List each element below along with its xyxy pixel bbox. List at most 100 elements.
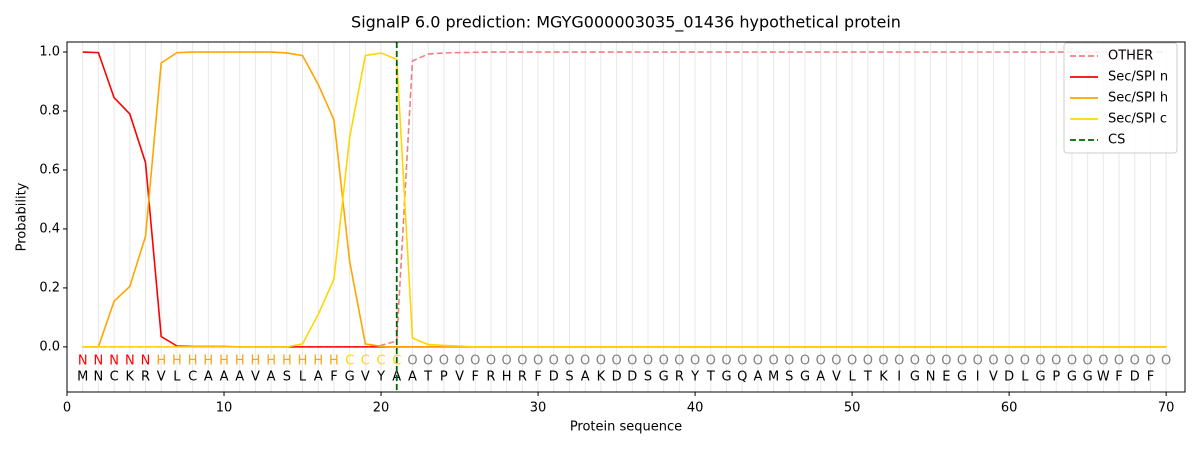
- region-label: O: [768, 354, 778, 369]
- sequence-residue: K: [126, 370, 135, 385]
- region-label: O: [753, 354, 763, 369]
- chart-title: SignalP 6.0 prediction: MGYG000003035_01…: [351, 13, 901, 33]
- region-label: O: [1161, 354, 1171, 369]
- region-label: H: [298, 354, 308, 369]
- sequence-residue: A: [314, 370, 323, 385]
- region-label: H: [219, 354, 229, 369]
- sequence-residue: T: [706, 370, 715, 385]
- region-label: O: [706, 354, 716, 369]
- region-label: C: [377, 354, 386, 369]
- sequence-residue: T: [423, 370, 432, 385]
- y-tick-label: 0.2: [39, 280, 60, 295]
- sequence-residue: L: [848, 370, 856, 385]
- x-tick-label: 70: [1158, 401, 1175, 416]
- region-label: O: [863, 354, 873, 369]
- region-label: O: [533, 354, 543, 369]
- region-label: N: [125, 354, 135, 369]
- x-tick-label: 50: [844, 401, 861, 416]
- sequence-residue: A: [408, 370, 417, 385]
- sequence-residue: A: [753, 370, 762, 385]
- sequence-residue: N: [926, 370, 936, 385]
- sequence-residue: G: [721, 370, 731, 385]
- plot-frame: [66, 41, 1186, 393]
- sequence-residue: G: [1067, 370, 1077, 385]
- sequence-residue: T: [863, 370, 872, 385]
- sequence-residue: A: [204, 370, 213, 385]
- region-label: O: [831, 354, 841, 369]
- sequence-residue: A: [220, 370, 229, 385]
- region-label: O: [659, 354, 669, 369]
- region-label: O: [1051, 354, 1061, 369]
- x-tick-label: 10: [216, 401, 233, 416]
- region-label: O: [1067, 354, 1077, 369]
- region-label: O: [407, 354, 417, 369]
- sequence-residue: S: [644, 370, 652, 385]
- sequence-residue: V: [832, 370, 841, 385]
- x-tick-label: 20: [373, 401, 390, 416]
- sequence-residue: S: [283, 370, 291, 385]
- region-label: O: [470, 354, 480, 369]
- region-label: O: [910, 354, 920, 369]
- region-label: O: [1083, 354, 1093, 369]
- region-label: O: [1145, 354, 1155, 369]
- sequence-residue: K: [597, 370, 606, 385]
- sequence-residue: N: [94, 370, 104, 385]
- region-label: H: [313, 354, 323, 369]
- legend-box: [1063, 42, 1178, 154]
- region-label: O: [847, 354, 857, 369]
- sequence-residue: R: [518, 370, 527, 385]
- region-label: O: [580, 354, 590, 369]
- region-label: O: [878, 354, 888, 369]
- sequence-residue: W: [1097, 370, 1110, 385]
- region-label: O: [1020, 354, 1030, 369]
- legend-label: Sec/SPI c: [1108, 112, 1167, 127]
- sequence-residue: C: [110, 370, 119, 385]
- sequence-residue: V: [361, 370, 370, 385]
- sequence-residue: R: [675, 370, 684, 385]
- region-label: O: [1114, 354, 1124, 369]
- sequence-residue: Y: [690, 370, 699, 385]
- series-line: [82, 52, 1167, 348]
- x-tick-label: 30: [530, 401, 547, 416]
- sequence-residue: S: [785, 370, 793, 385]
- sequence-residue: P: [440, 370, 448, 385]
- sequence-residue: F: [472, 370, 479, 385]
- region-label: O: [549, 354, 559, 369]
- region-label: C: [361, 354, 370, 369]
- region-label: O: [957, 354, 967, 369]
- region-label: O: [988, 354, 998, 369]
- y-tick-label: 0.8: [39, 103, 60, 118]
- region-label: O: [737, 354, 747, 369]
- region-label: O: [486, 354, 496, 369]
- legend-label: Sec/SPI h: [1108, 91, 1168, 106]
- sequence-residue: E: [942, 370, 950, 385]
- region-label: O: [439, 354, 449, 369]
- region-label: O: [674, 354, 684, 369]
- region-label: O: [564, 354, 574, 369]
- region-label: N: [109, 354, 119, 369]
- sequence-residue: F: [1147, 370, 1154, 385]
- sequence-residue: G: [800, 370, 810, 385]
- sequence-residue: L: [299, 370, 307, 385]
- x-tick-label: 0: [63, 401, 71, 416]
- sequence-residue: A: [816, 370, 825, 385]
- sequence-residue: D: [1130, 370, 1140, 385]
- region-label: O: [1004, 354, 1014, 369]
- sequence-residue: Y: [376, 370, 385, 385]
- sequence-residue: G: [345, 370, 355, 385]
- x-tick-label: 40: [687, 401, 704, 416]
- sequence-residue: I: [897, 370, 901, 385]
- region-label: O: [423, 354, 433, 369]
- y-tick-label: 0.6: [39, 162, 60, 177]
- region-label: H: [329, 354, 339, 369]
- legend-label: OTHER: [1108, 49, 1153, 64]
- region-label: O: [517, 354, 527, 369]
- region-label: O: [784, 354, 794, 369]
- x-axis-label: Protein sequence: [570, 420, 682, 435]
- region-label: N: [78, 354, 88, 369]
- sequence-residue: G: [957, 370, 967, 385]
- sequence-residue: F: [534, 370, 541, 385]
- sequence-residue: D: [612, 370, 622, 385]
- y-tick-label: 1.0: [39, 45, 60, 60]
